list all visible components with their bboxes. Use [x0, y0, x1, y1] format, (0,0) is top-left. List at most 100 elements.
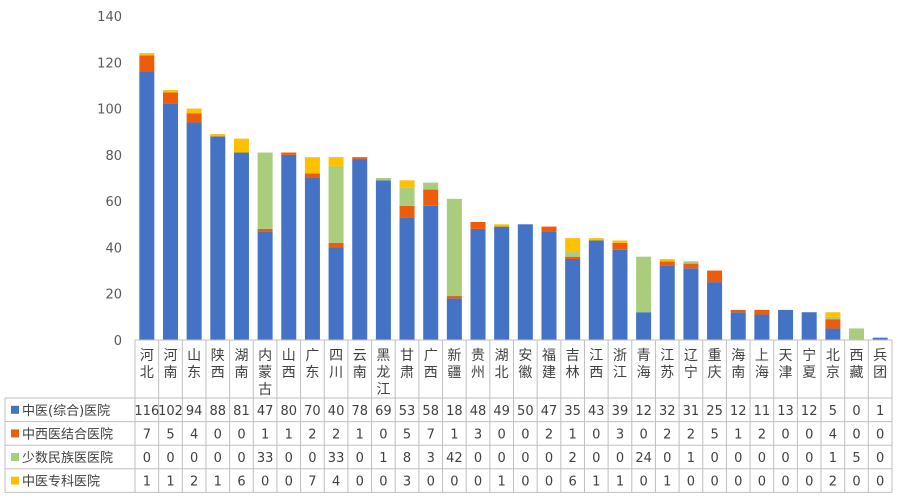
data-label: 40	[328, 404, 345, 419]
data-label: 0	[852, 404, 860, 419]
data-label: 24	[635, 451, 652, 466]
data-label: 0	[521, 451, 529, 466]
bar-segment	[139, 53, 155, 56]
category-label: 湖北	[495, 348, 509, 381]
data-label: 7	[427, 427, 435, 442]
category-label: 内蒙古	[258, 348, 272, 398]
bar-segment	[399, 205, 415, 218]
data-label: 5	[403, 427, 411, 442]
data-label: 0	[214, 427, 222, 442]
data-label: 2	[545, 427, 553, 442]
data-label: 0	[758, 475, 766, 490]
data-label: 8	[403, 451, 411, 466]
data-label: 0	[474, 451, 482, 466]
bar-segment	[423, 189, 439, 206]
data-label: 1	[379, 451, 387, 466]
data-label: 0	[166, 451, 174, 466]
bar-segment	[659, 265, 675, 340]
category-label: 河南	[163, 348, 177, 381]
data-label: 0	[710, 451, 718, 466]
category-label: 湖南	[234, 348, 248, 381]
category-label: 天津	[779, 348, 793, 381]
bar-segment	[281, 154, 297, 340]
category-label: 贵州	[471, 348, 485, 381]
bar-segment	[304, 173, 320, 178]
data-label: 2	[308, 427, 316, 442]
bar-segment	[612, 240, 628, 243]
data-label: 2	[190, 475, 198, 490]
bar-segment	[494, 224, 510, 227]
bar-segment	[162, 103, 178, 340]
bar-segment	[139, 55, 155, 72]
data-label: 2	[663, 427, 671, 442]
category-label: 甘肃	[400, 348, 414, 381]
bar-segment	[565, 252, 581, 257]
data-label: 2	[569, 451, 577, 466]
bar-segment	[352, 159, 368, 340]
data-label: 0	[734, 475, 742, 490]
category-label: 山西	[282, 348, 296, 381]
category-label: 四川	[329, 348, 343, 381]
legend-label: 中医(综合)医院	[22, 404, 110, 419]
legend-swatch	[11, 476, 19, 485]
bar-segment	[304, 178, 320, 340]
data-label: 81	[233, 404, 250, 419]
data-label: 1	[450, 427, 458, 442]
bar-segment	[588, 240, 604, 340]
bar-segment	[186, 113, 202, 123]
bar-segment	[801, 312, 817, 340]
bar-segment	[328, 242, 344, 248]
data-label: 5	[166, 427, 174, 442]
data-label: 2	[829, 475, 837, 490]
bar-segment	[470, 221, 486, 229]
data-label: 1	[592, 475, 600, 490]
bar-segment	[210, 136, 226, 340]
data-label: 0	[521, 427, 529, 442]
data-label: 116	[134, 404, 159, 419]
bar-segment	[304, 157, 320, 174]
bar-segment	[423, 182, 439, 190]
data-label: 0	[261, 475, 269, 490]
data-label: 0	[758, 451, 766, 466]
data-label: 31	[683, 404, 700, 419]
data-label: 0	[356, 475, 364, 490]
category-label: 重庆	[708, 348, 722, 381]
data-label: 0	[663, 451, 671, 466]
legend-swatch	[11, 453, 19, 461]
category-label: 北京	[826, 348, 840, 381]
bar-segment	[754, 309, 770, 315]
bar-segment	[375, 178, 391, 181]
data-label: 3	[474, 427, 482, 442]
category-label: 上海	[755, 348, 769, 381]
bar-segment	[446, 298, 462, 340]
data-label: 94	[186, 404, 203, 419]
data-label: 70	[304, 404, 321, 419]
bar-segment	[636, 256, 652, 313]
data-label: 0	[781, 451, 789, 466]
category-label: 青海	[637, 348, 651, 381]
category-label: 浙江	[613, 348, 627, 381]
bar-segment	[139, 71, 155, 341]
data-label: 49	[493, 404, 510, 419]
legend-swatch	[11, 405, 19, 414]
data-label: 78	[351, 404, 368, 419]
data-label: 25	[706, 404, 723, 419]
data-label: 1	[261, 427, 269, 442]
bar-segment	[825, 328, 841, 340]
category-label: 辽宁	[684, 348, 698, 381]
category-label: 广东	[305, 348, 319, 381]
y-tick-label: 140	[97, 10, 122, 25]
data-label: 48	[470, 404, 487, 419]
data-label: 0	[285, 475, 293, 490]
data-label: 69	[375, 404, 392, 419]
y-tick-label: 80	[105, 149, 122, 164]
data-label: 42	[446, 451, 463, 466]
bar-segment	[707, 270, 723, 283]
bar-segment	[683, 268, 699, 340]
data-label: 47	[257, 404, 274, 419]
legend-label: 少数民族医医院	[22, 450, 113, 466]
data-label: 3	[403, 475, 411, 490]
data-label: 0	[237, 427, 245, 442]
data-label: 2	[332, 427, 340, 442]
data-label: 0	[781, 475, 789, 490]
